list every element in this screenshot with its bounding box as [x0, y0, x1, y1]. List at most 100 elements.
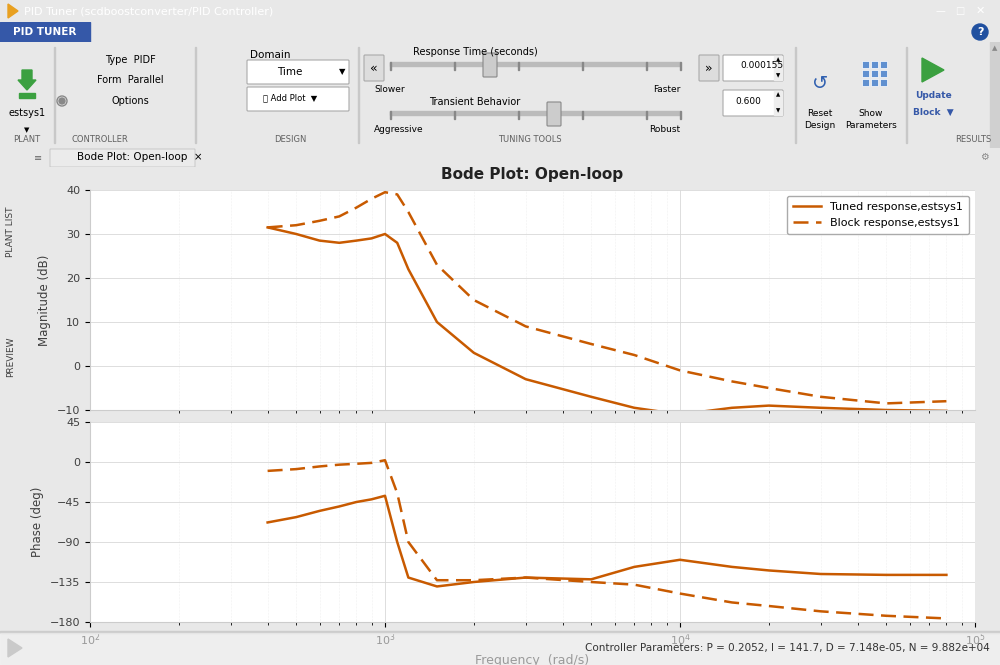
Text: Bode Plot: Open-loop  ×: Bode Plot: Open-loop × — [77, 152, 203, 162]
Bar — [582, 62, 583, 70]
Bar — [0, 631, 1000, 633]
Text: PREVIEW: PREVIEW — [6, 336, 16, 377]
X-axis label: Frequency  (rad/s): Frequency (rad/s) — [475, 654, 590, 665]
FancyBboxPatch shape — [547, 102, 561, 126]
Bar — [454, 62, 455, 70]
Text: estsys1: estsys1 — [8, 108, 46, 118]
Text: PID TUNER: PID TUNER — [13, 27, 77, 37]
Y-axis label: Phase (deg): Phase (deg) — [31, 487, 44, 557]
Text: Domain: Domain — [250, 50, 290, 60]
Bar — [795, 47, 796, 143]
Bar — [646, 111, 647, 119]
Bar — [862, 61, 869, 68]
Text: ≡: ≡ — [34, 152, 42, 162]
Bar — [680, 62, 681, 70]
Bar — [862, 79, 869, 86]
Polygon shape — [8, 639, 22, 657]
Bar — [454, 111, 455, 119]
Text: Reset: Reset — [807, 108, 833, 118]
FancyBboxPatch shape — [483, 53, 497, 77]
Text: Faster: Faster — [653, 86, 680, 94]
Text: Time: Time — [277, 67, 303, 77]
Bar — [195, 47, 196, 143]
Text: Type  PIDF: Type PIDF — [105, 55, 155, 65]
Bar — [518, 111, 519, 119]
Text: Form  Parallel: Form Parallel — [97, 75, 163, 85]
Text: ?: ? — [977, 27, 983, 37]
Bar — [906, 47, 907, 143]
Circle shape — [972, 24, 988, 40]
FancyBboxPatch shape — [364, 55, 384, 81]
Text: CONTROLLER: CONTROLLER — [72, 136, 128, 144]
Bar — [880, 79, 887, 86]
Text: Block  ▼: Block ▼ — [913, 108, 953, 116]
Text: ▲: ▲ — [776, 92, 780, 98]
FancyBboxPatch shape — [50, 149, 195, 167]
Bar — [871, 79, 878, 86]
Polygon shape — [922, 58, 944, 82]
Polygon shape — [8, 4, 18, 18]
Text: Design: Design — [804, 122, 836, 130]
FancyBboxPatch shape — [247, 87, 349, 111]
Text: ▲: ▲ — [992, 45, 998, 51]
Text: Parameters: Parameters — [845, 122, 897, 130]
Bar — [880, 61, 887, 68]
Bar — [871, 61, 878, 68]
Bar — [390, 62, 391, 70]
Bar — [871, 70, 878, 77]
Text: Controller Parameters: P = 0.2052, I = 141.7, D = 7.148e-05, N = 9.882e+04: Controller Parameters: P = 0.2052, I = 1… — [585, 643, 990, 653]
Text: TUNING TOOLS: TUNING TOOLS — [498, 136, 562, 144]
Text: ▼: ▼ — [339, 68, 345, 76]
FancyBboxPatch shape — [699, 55, 719, 81]
Bar — [680, 111, 681, 119]
Title: Bode Plot: Open-loop: Bode Plot: Open-loop — [441, 167, 624, 182]
Text: Aggressive: Aggressive — [374, 126, 424, 134]
Text: RESULTS: RESULTS — [955, 136, 991, 144]
Text: PID Tuner (scdboostconverter/PID Controller): PID Tuner (scdboostconverter/PID Control… — [24, 6, 273, 16]
Text: ▼: ▼ — [776, 108, 780, 114]
Text: Show: Show — [859, 108, 883, 118]
Legend: Tuned response,estsys1, Block response,estsys1: Tuned response,estsys1, Block response,e… — [787, 196, 969, 235]
Text: □: □ — [955, 6, 965, 16]
Y-axis label: Magnitude (dB): Magnitude (dB) — [38, 254, 51, 346]
Text: Options: Options — [111, 96, 149, 106]
Bar — [358, 47, 359, 143]
Text: ✕: ✕ — [975, 6, 985, 16]
Bar — [390, 111, 680, 115]
Bar — [390, 62, 680, 66]
FancyBboxPatch shape — [247, 60, 349, 84]
Bar — [880, 70, 887, 77]
Text: PLANT: PLANT — [13, 136, 41, 144]
Text: 📊 Add Plot  ▼: 📊 Add Plot ▼ — [263, 94, 317, 102]
FancyBboxPatch shape — [723, 90, 783, 116]
Text: Transient Behavior: Transient Behavior — [429, 97, 521, 107]
FancyBboxPatch shape — [723, 55, 783, 81]
Bar — [774, 91, 782, 115]
Bar — [390, 111, 391, 119]
Bar — [518, 62, 519, 70]
Bar — [862, 70, 869, 77]
Text: »: » — [705, 61, 713, 74]
Text: ▼: ▼ — [776, 74, 780, 78]
Bar — [990, 42, 1000, 148]
Bar — [19, 93, 35, 98]
Text: ▼: ▼ — [24, 127, 30, 133]
Bar — [582, 111, 583, 119]
Text: Update: Update — [915, 92, 951, 100]
Text: «: « — [370, 61, 378, 74]
Text: Response Time (seconds): Response Time (seconds) — [413, 47, 537, 57]
FancyArrow shape — [18, 70, 36, 90]
Text: 0.000155: 0.000155 — [740, 61, 783, 70]
Text: Robust: Robust — [649, 126, 680, 134]
Text: ⚙: ⚙ — [980, 152, 988, 162]
Bar — [0, 22, 90, 42]
Circle shape — [59, 98, 65, 104]
Text: Slower: Slower — [374, 86, 405, 94]
Bar — [54, 47, 55, 143]
Text: 0.600: 0.600 — [735, 96, 761, 106]
Bar — [774, 56, 782, 80]
Bar — [646, 62, 647, 70]
Text: ↺: ↺ — [812, 74, 828, 92]
Text: ▲: ▲ — [776, 57, 780, 63]
Text: DESIGN: DESIGN — [274, 136, 306, 144]
